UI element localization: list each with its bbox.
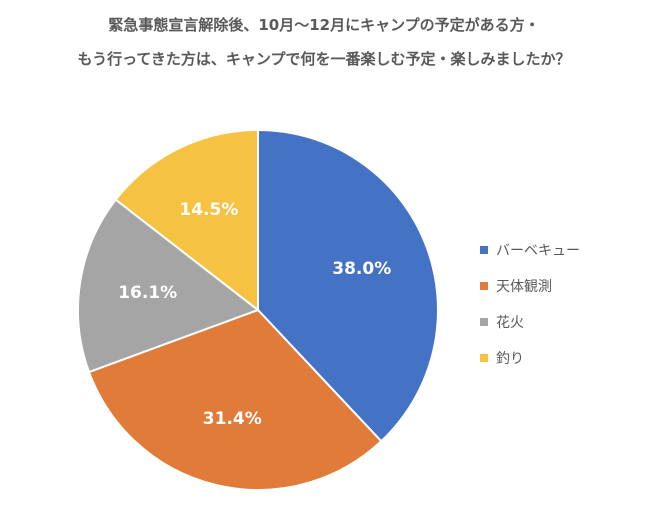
pie-slice xyxy=(114,128,259,313)
slice-label-fishing: 14.5% xyxy=(179,199,239,220)
legend-swatch-icon xyxy=(480,354,488,362)
legend-swatch-icon xyxy=(480,318,488,326)
legend-item-fishing: 釣り xyxy=(480,340,580,376)
pie-slice xyxy=(87,308,383,491)
slice-label-bbq: 38.0% xyxy=(332,258,392,279)
legend-swatch-icon xyxy=(480,282,488,290)
legend-item-stargazing: 天体観測 xyxy=(480,268,580,304)
legend-item-fireworks: 花火 xyxy=(480,304,580,340)
legend-item-bbq: バーベキュー xyxy=(480,232,580,268)
pie-slice xyxy=(77,198,261,374)
chart-title-line1: 緊急事態宣言解除後、10月〜12月にキャンプの予定がある方・ xyxy=(108,16,540,34)
slice-label-stargazing: 31.4% xyxy=(202,408,262,429)
chart-legend: バーベキュー 天体観測 花火 釣り xyxy=(480,232,580,376)
chart-title-line2: もう行ってきた方は、キャンプで何を一番楽しむ予定・楽しみましたか？ xyxy=(77,50,571,68)
pie-slice xyxy=(257,128,439,443)
slice-label-fireworks: 16.1% xyxy=(118,282,178,303)
legend-swatch-icon xyxy=(480,246,488,254)
